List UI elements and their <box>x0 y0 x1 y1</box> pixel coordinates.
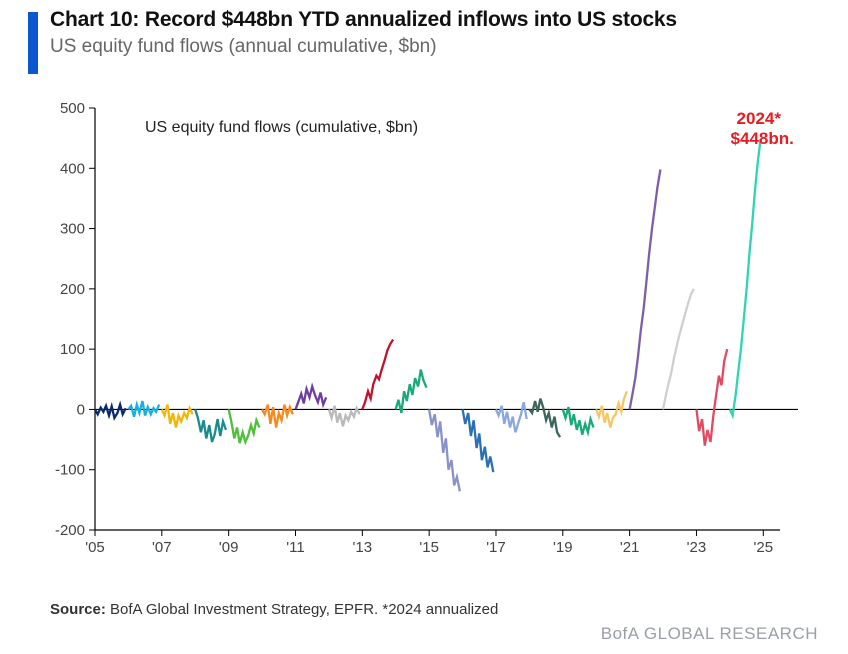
series-y2008 <box>195 409 226 442</box>
series-y2023 <box>697 349 728 446</box>
series-y2010 <box>262 405 293 428</box>
y-tick-label: 100 <box>60 341 85 358</box>
y-tick-label: 300 <box>60 221 85 238</box>
series-y2006 <box>128 401 159 417</box>
y-tick-label: 200 <box>60 281 85 298</box>
chart-page: Chart 10: Record $448bn YTD annualized i… <box>0 0 848 654</box>
chart-title: Chart 10: Record $448bn YTD annualized i… <box>50 8 677 32</box>
y-tick-label: 500 <box>60 100 85 117</box>
x-tick-label: '11 <box>286 539 304 556</box>
chart-subtitle: US equity fund flows (annual cumulative,… <box>50 36 677 58</box>
x-tick-label: '19 <box>553 539 573 556</box>
series-y2014 <box>396 370 427 413</box>
series-y2015 <box>429 409 460 491</box>
series-y2022 <box>663 289 694 410</box>
x-tick-label: '17 <box>486 539 506 556</box>
series-y2018 <box>529 399 560 438</box>
series-y2019 <box>563 407 594 435</box>
x-tick-label: '15 <box>419 539 439 556</box>
title-block: Chart 10: Record $448bn YTD annualized i… <box>28 8 677 58</box>
y-tick-label: -100 <box>55 462 85 479</box>
x-tick-label: '13 <box>353 539 373 556</box>
y-tick-label: 0 <box>77 401 85 418</box>
series-y2013 <box>362 340 393 410</box>
annotation-value: $448bn. <box>731 129 794 148</box>
source-line: Source: BofA Global Investment Strategy,… <box>50 601 498 618</box>
source-label: Source: <box>50 601 106 618</box>
x-tick-label: '05 <box>85 539 105 556</box>
series-y2016 <box>463 409 494 472</box>
legend-text: US equity fund flows (cumulative, $bn) <box>145 119 418 136</box>
series-y2024 <box>730 139 761 415</box>
y-tick-label: -200 <box>55 522 85 539</box>
x-tick-label: '23 <box>687 539 707 556</box>
brand-text: BofA GLOBAL RESEARCH <box>601 624 818 644</box>
x-tick-label: '09 <box>219 539 239 556</box>
chart-plot: -200 -100 0 100 200 300 400 500 '05 '07 '09 '11 '13 '… <box>40 100 800 570</box>
annotation-year: 2024* <box>737 109 782 128</box>
title-text-wrap: Chart 10: Record $448bn YTD annualized i… <box>50 8 677 58</box>
x-tick-label: '25 <box>754 539 774 556</box>
series-y2011 <box>296 387 327 410</box>
series-y2017 <box>496 402 527 432</box>
series-y2005 <box>95 405 126 418</box>
series-y2021 <box>630 170 661 410</box>
title-accent-bar <box>28 12 38 74</box>
y-tick-label: 400 <box>60 160 85 177</box>
x-tick-label: '07 <box>152 539 172 556</box>
series-y2009 <box>229 409 260 443</box>
x-tick-label: '21 <box>620 539 640 556</box>
series-y2007 <box>162 405 193 428</box>
source-text: BofA Global Investment Strategy, EPFR. *… <box>106 601 498 618</box>
